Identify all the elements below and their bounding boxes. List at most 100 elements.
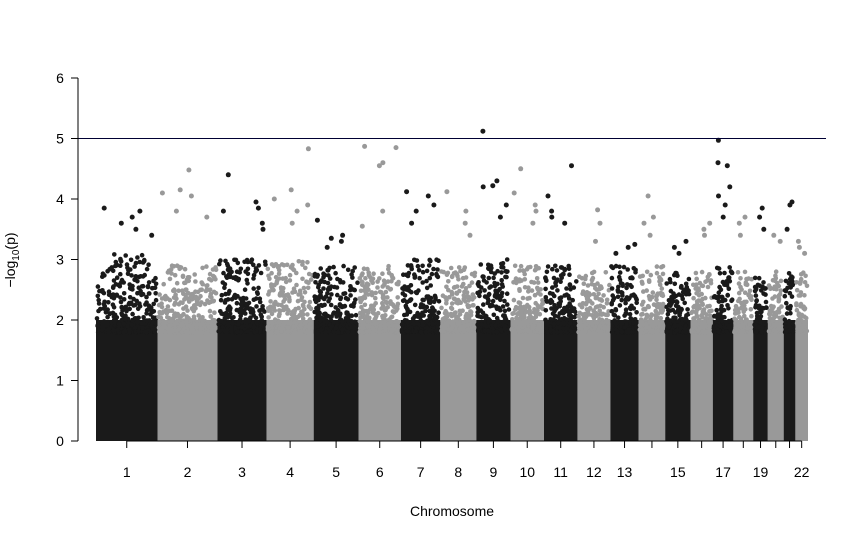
x-tick-label: 5 xyxy=(332,464,340,480)
top-snp-point xyxy=(562,220,568,226)
snp-point xyxy=(381,278,387,284)
snp-point xyxy=(298,322,304,328)
snp-point xyxy=(256,263,262,268)
snp-point xyxy=(462,265,468,270)
snp-point xyxy=(173,292,178,298)
snp-point xyxy=(405,273,411,279)
snp-point xyxy=(148,305,154,310)
snp-point xyxy=(342,303,348,309)
snp-point xyxy=(517,287,522,292)
snp-point xyxy=(102,299,107,305)
top-snp-point xyxy=(380,160,386,166)
snp-point xyxy=(548,317,553,322)
snp-point xyxy=(778,288,784,293)
snp-point xyxy=(128,285,133,290)
top-snp-point xyxy=(727,184,733,190)
chromosome-12-points xyxy=(576,207,612,441)
snp-point xyxy=(714,307,719,313)
snp-point xyxy=(466,314,472,320)
snp-point xyxy=(453,310,458,315)
snp-point xyxy=(300,276,305,282)
snp-point xyxy=(317,311,323,316)
snp-point xyxy=(294,282,299,288)
snp-point xyxy=(405,307,410,312)
top-snp-point xyxy=(795,238,801,244)
snp-point xyxy=(427,275,433,281)
snp-point xyxy=(486,298,491,304)
snp-point xyxy=(784,300,789,306)
snp-point xyxy=(533,264,539,269)
snp-point xyxy=(139,284,145,289)
snp-point xyxy=(380,271,385,277)
snp-point xyxy=(449,306,455,312)
snp-point xyxy=(418,304,424,310)
top-snp-point xyxy=(305,146,311,152)
snp-point xyxy=(771,312,777,318)
snp-point xyxy=(599,285,604,291)
snp-point xyxy=(174,319,180,324)
snp-point xyxy=(307,299,313,305)
snp-point xyxy=(424,285,430,291)
snp-point xyxy=(191,314,197,320)
snp-point xyxy=(694,291,699,296)
snp-point xyxy=(301,303,306,309)
snp-point xyxy=(110,268,116,274)
snp-point xyxy=(434,271,439,277)
snp-point xyxy=(133,275,138,281)
snp-point xyxy=(178,323,184,329)
snp-point xyxy=(395,281,401,287)
snp-point xyxy=(707,303,712,309)
snp-point xyxy=(197,301,203,306)
snp-point xyxy=(364,313,370,319)
snp-point xyxy=(267,289,272,294)
top-snp-point xyxy=(490,183,496,189)
snp-point xyxy=(742,290,748,296)
snp-point xyxy=(624,322,629,327)
top-snp-point xyxy=(260,226,266,232)
snp-point xyxy=(639,327,645,332)
snp-point xyxy=(218,328,223,334)
snp-point xyxy=(131,296,136,302)
snp-point xyxy=(529,288,535,293)
snp-point xyxy=(106,300,111,305)
y-axis-title-suffix: (p) xyxy=(2,232,18,249)
snp-point xyxy=(120,308,125,313)
snp-point xyxy=(195,289,201,295)
snp-point xyxy=(113,263,118,269)
snp-point xyxy=(274,278,280,284)
snp-point xyxy=(254,267,260,273)
snp-point xyxy=(469,280,475,285)
snp-point xyxy=(646,325,652,331)
chromosome-10-points xyxy=(509,166,546,441)
snp-point xyxy=(216,322,221,327)
snp-point xyxy=(644,288,649,293)
snp-point xyxy=(181,326,187,332)
snp-point xyxy=(753,293,759,298)
snp-point xyxy=(318,289,324,295)
snp-point xyxy=(242,287,248,293)
snp-point xyxy=(263,262,268,267)
top-snp-point xyxy=(467,232,473,238)
snp-point xyxy=(430,309,435,315)
snp-point xyxy=(604,317,609,323)
snp-point xyxy=(394,319,399,324)
top-snp-point xyxy=(518,166,524,172)
snp-point xyxy=(797,293,803,298)
snp-point xyxy=(123,304,128,310)
snp-point xyxy=(482,322,488,328)
snp-point xyxy=(699,269,705,275)
snp-point xyxy=(269,270,274,276)
snp-point xyxy=(682,300,687,306)
snp-point xyxy=(763,299,769,305)
snp-point xyxy=(798,276,804,282)
snp-point xyxy=(657,279,662,284)
snp-point xyxy=(526,289,531,294)
snp-point xyxy=(102,273,107,278)
snp-point xyxy=(300,316,306,322)
snp-point xyxy=(219,292,225,298)
snp-point xyxy=(676,304,681,310)
snp-point xyxy=(582,329,588,335)
top-snp-point xyxy=(549,214,555,220)
snp-point xyxy=(340,319,345,325)
snp-point xyxy=(165,304,171,309)
